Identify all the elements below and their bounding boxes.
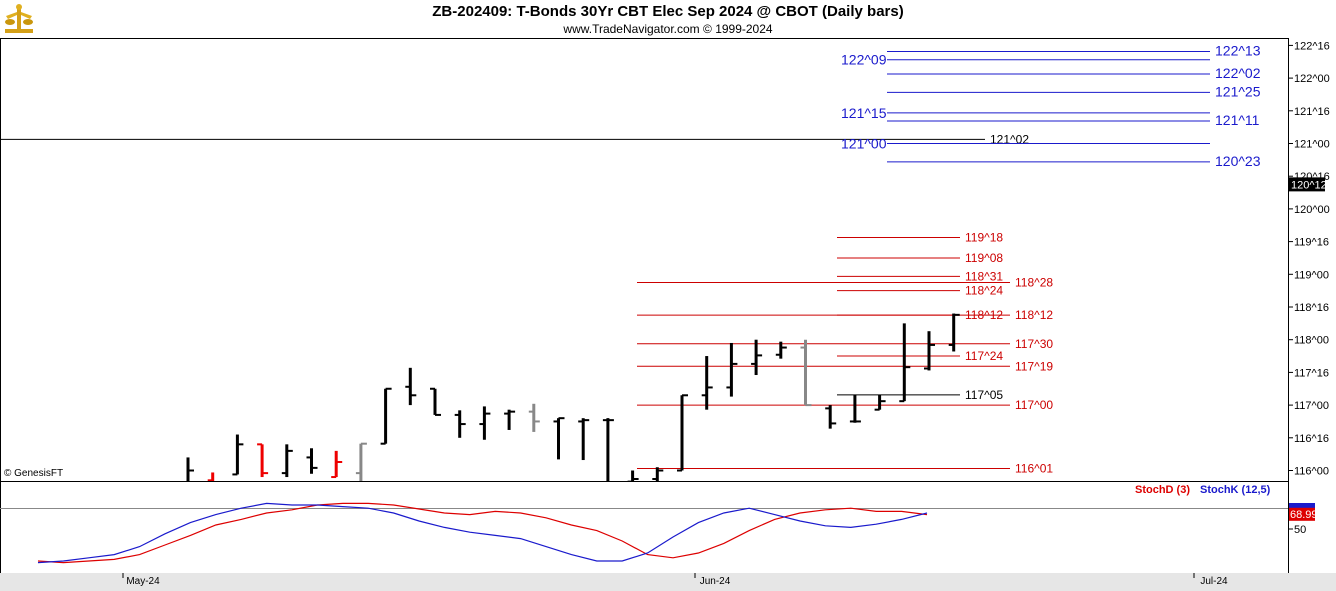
level-label: 119^18 [965, 230, 1003, 244]
level-label: 117^24 [965, 349, 1003, 363]
time-axis[interactable]: May-24 Jun-24 Jul-24 [122, 573, 1228, 587]
chart-title: ZB-202409: T-Bonds 30Yr CBT Elec Sep 202… [432, 3, 904, 20]
x-tick-label: May-24 [126, 576, 160, 587]
y-tick-label: 118^16 [1294, 302, 1329, 314]
plot-border [0, 38, 1289, 574]
level-label: 117^19 [1015, 359, 1053, 373]
stoch-d-value-box [1289, 507, 1315, 521]
time-axis-background [0, 573, 1336, 591]
stoch-y-tick-label: 50 [1294, 524, 1306, 536]
x-tick-label: Jul-24 [1200, 576, 1228, 587]
y-tick-label: 121^00 [1294, 139, 1330, 151]
level-label: 121^11 [1215, 112, 1260, 128]
level-label: 117^30 [1015, 337, 1053, 351]
gold-bull-bear-icon [5, 4, 33, 33]
level-label: 120^23 [1215, 153, 1261, 169]
y-tick-label: 118^00 [1294, 335, 1329, 347]
chart-frame: 121^02 [0, 38, 1336, 591]
level-label: 122^02 [1215, 65, 1261, 81]
level-label: 122^09 [841, 52, 887, 68]
stoch-current-value: 68.99 [1290, 509, 1318, 521]
last-price-label: 120^12 [1291, 179, 1327, 191]
level-label: 121^00 [841, 136, 887, 152]
y-tick-label: 116^00 [1294, 466, 1329, 478]
level-label: 118^31 [965, 269, 1003, 283]
level-label: 121^25 [1215, 83, 1261, 99]
level-label: 118^12 [1015, 308, 1053, 322]
y-tick-label: 121^16 [1294, 106, 1330, 118]
x-tick-label: Jun-24 [700, 576, 731, 587]
y-tick-label: 122^16 [1294, 40, 1330, 52]
copyright-text: © GenesisFT [4, 468, 64, 479]
level-label: 117^05 [965, 388, 1003, 402]
level-label: 121^15 [841, 105, 887, 121]
price-bars [186, 313, 960, 481]
chart-header: ZB-202409: T-Bonds 30Yr CBT Elec Sep 202… [0, 0, 1336, 38]
y-tick-label: 120^00 [1294, 204, 1330, 216]
level-label: 116^01 [1015, 461, 1053, 475]
stoch-line [37, 502, 928, 564]
y-tick-label: 116^16 [1294, 433, 1329, 445]
level-label: 118^12 [965, 308, 1003, 322]
y-tick-label: 119^00 [1294, 269, 1329, 281]
fib-levels: 122^13 122^09 122^02 121^25 121^15 121^11 121^… [637, 43, 1261, 475]
y-tick-label: 117^00 [1294, 400, 1329, 412]
reference-line-label: 121^02 [990, 132, 1029, 146]
y-tick-label: 117^16 [1294, 367, 1329, 379]
stochastic-panel: StochD (3) StochK (12,5) 50 68.99 [37, 484, 1318, 564]
level-label: 118^24 [965, 284, 1003, 298]
stoch-line [37, 502, 928, 564]
level-label: 117^00 [1015, 398, 1053, 412]
bar-group [186, 313, 960, 481]
chart-subtitle: www.TradeNavigator.com © 1999-2024 [563, 22, 773, 36]
y-tick-label: 122^00 [1294, 73, 1330, 85]
stoch-legend: StochD (3) [1135, 484, 1190, 496]
level-label: 118^28 [1015, 275, 1053, 289]
level-label: 122^13 [1215, 43, 1261, 59]
y-tick-label: 119^16 [1294, 237, 1329, 249]
price-axis[interactable]: 122^16122^00121^16121^00120^16120^00119^… [1288, 40, 1330, 478]
level-label: 119^08 [965, 251, 1003, 265]
last-price-box [1289, 177, 1325, 192]
stoch-legend: StochK (12,5) [1200, 484, 1271, 496]
